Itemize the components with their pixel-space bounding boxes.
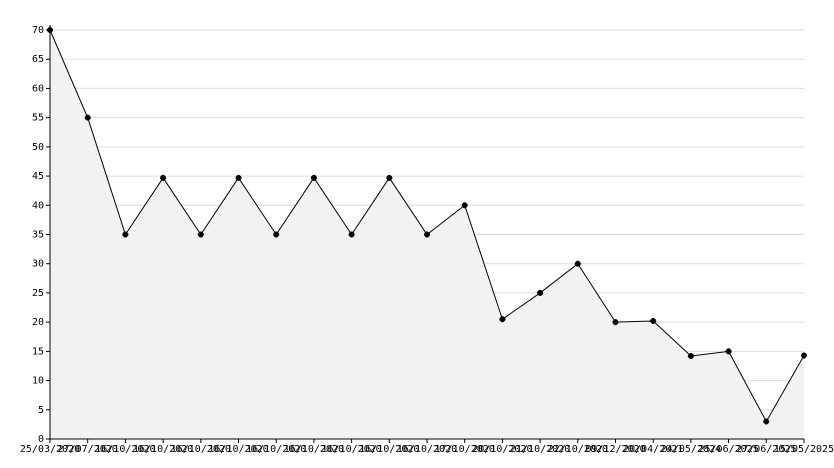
- x-tick-label: 20/10/2020: [472, 444, 532, 455]
- marker: [424, 231, 430, 238]
- x-tick-label: 16/10/2020: [397, 444, 457, 455]
- marker: [687, 353, 694, 360]
- x-tick-label: 27/07/2020: [58, 444, 118, 455]
- x-tick-label: 21/10/2020: [510, 444, 570, 455]
- x-tick-label: 22/10/2020: [548, 444, 608, 455]
- x-tick-label: 20/04/2021: [623, 444, 683, 455]
- y-tick-label: 55: [32, 113, 44, 124]
- x-tick-label: 16/10/2020: [359, 444, 419, 455]
- y-tick-label: 10: [32, 376, 44, 387]
- marker: [801, 352, 807, 359]
- marker: [235, 174, 242, 181]
- y-tick-label: 0: [38, 434, 44, 445]
- x-tick-label: 25/06/2025: [698, 444, 758, 455]
- y-tick-label: 35: [32, 230, 44, 241]
- x-tick-label: 16/10/2020: [284, 444, 344, 455]
- x-tick-label: 09/12/2020: [585, 444, 645, 455]
- marker: [47, 27, 53, 33]
- y-tick-label: 65: [32, 54, 44, 65]
- x-tick-label: 16/10/2020: [171, 444, 231, 455]
- x-tick-label: 27/06/2025: [736, 444, 796, 455]
- y-tick-label: 5: [38, 405, 44, 416]
- x-tick-label: 16/10/2020: [208, 444, 268, 455]
- x-tick-label: 24/05/2024: [661, 444, 721, 455]
- marker: [725, 348, 732, 355]
- marker: [84, 114, 91, 121]
- x-tick-label: 16/10/2020: [321, 444, 381, 455]
- x-tick-label: 16/10/2020: [133, 444, 193, 455]
- marker: [197, 231, 204, 238]
- x-tick-label: 25/03/2020: [20, 444, 80, 455]
- x-tick-label: 15/05/2025: [774, 444, 834, 455]
- marker: [160, 174, 167, 181]
- marker: [612, 319, 619, 326]
- y-tick-label: 25: [32, 288, 44, 299]
- marker: [310, 174, 317, 181]
- y-tick-label: 60: [32, 83, 44, 94]
- marker: [650, 317, 657, 324]
- x-tick-label: 16/10/2020: [246, 444, 306, 455]
- x-tick-label: 17/10/2020: [435, 444, 495, 455]
- y-tick-label: 20: [32, 317, 44, 328]
- marker: [273, 231, 280, 238]
- marker: [763, 418, 770, 425]
- marker: [348, 231, 355, 238]
- x-tick-label: 16/10/2020: [95, 444, 155, 455]
- y-tick-label: 45: [32, 171, 44, 182]
- y-tick-label: 40: [32, 200, 44, 211]
- marker: [499, 316, 506, 323]
- marker: [574, 260, 581, 267]
- y-tick-label: 15: [32, 346, 44, 357]
- marker: [537, 289, 544, 296]
- y-tick-label: 30: [32, 259, 44, 270]
- y-tick-label: 70: [32, 25, 44, 36]
- marker: [122, 231, 129, 238]
- marker: [386, 174, 393, 181]
- marker: [461, 202, 468, 209]
- y-tick-label: 50: [32, 142, 44, 153]
